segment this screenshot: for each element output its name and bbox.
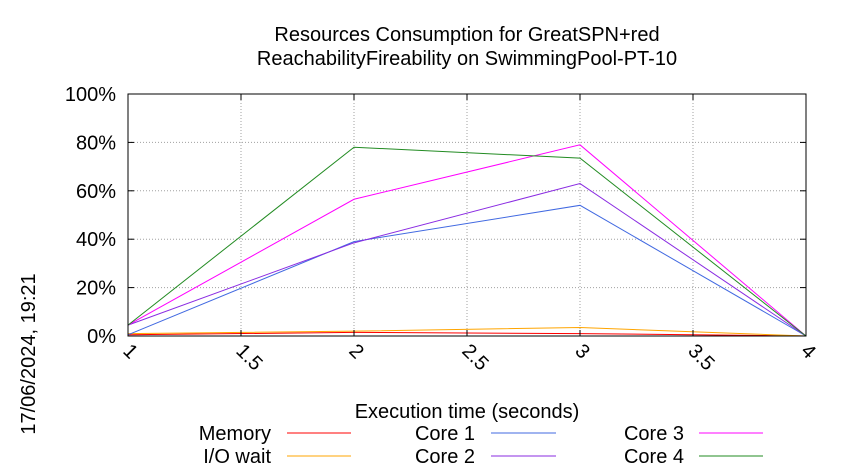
y-tick-label: 80% [76,132,116,154]
x-tick-label: 3 [570,340,593,363]
legend-label-core-1: Core 1 [415,423,475,445]
y-tick-label: 40% [76,229,116,251]
y-axis-ticks: 0% 20% 40% 60% 80% 100% [65,84,806,348]
x-tick-label: 4 [796,340,819,363]
series-line-core-4 [127,146,807,337]
x-tick-label: 1 [118,340,141,363]
timestamp-label: 17/06/2024, 19:21 [18,273,40,434]
y-tick-label: 20% [76,278,116,300]
legend-label-core-4: Core 4 [624,446,684,468]
series-line-core-1 [127,204,807,337]
x-tick-label: 2 [344,340,367,363]
x-axis-label: Execution time (seconds) [355,401,580,423]
y-tick-label: 100% [65,84,116,106]
legend-label-core-2: Core 2 [415,446,475,468]
y-tick-label: 0% [87,326,116,348]
grid [127,93,807,337]
series-line-core-2 [127,182,807,337]
legend-label-memory: Memory [199,423,271,445]
chart-title-line-1: Resources Consumption for GreatSPN+red [274,24,659,46]
series-line-core-3 [127,144,807,337]
chart-title-line-2: ReachabilityFireability on SwimmingPool-… [257,48,677,70]
y-tick-label: 60% [76,181,116,203]
x-tick-label: 3.5 [683,340,718,375]
legend-label-core-3: Core 3 [624,423,684,445]
x-tick-label: 2.5 [457,340,492,375]
legend-label-i-o-wait: I/O wait [203,446,271,468]
x-tick-label: 1.5 [231,340,266,375]
